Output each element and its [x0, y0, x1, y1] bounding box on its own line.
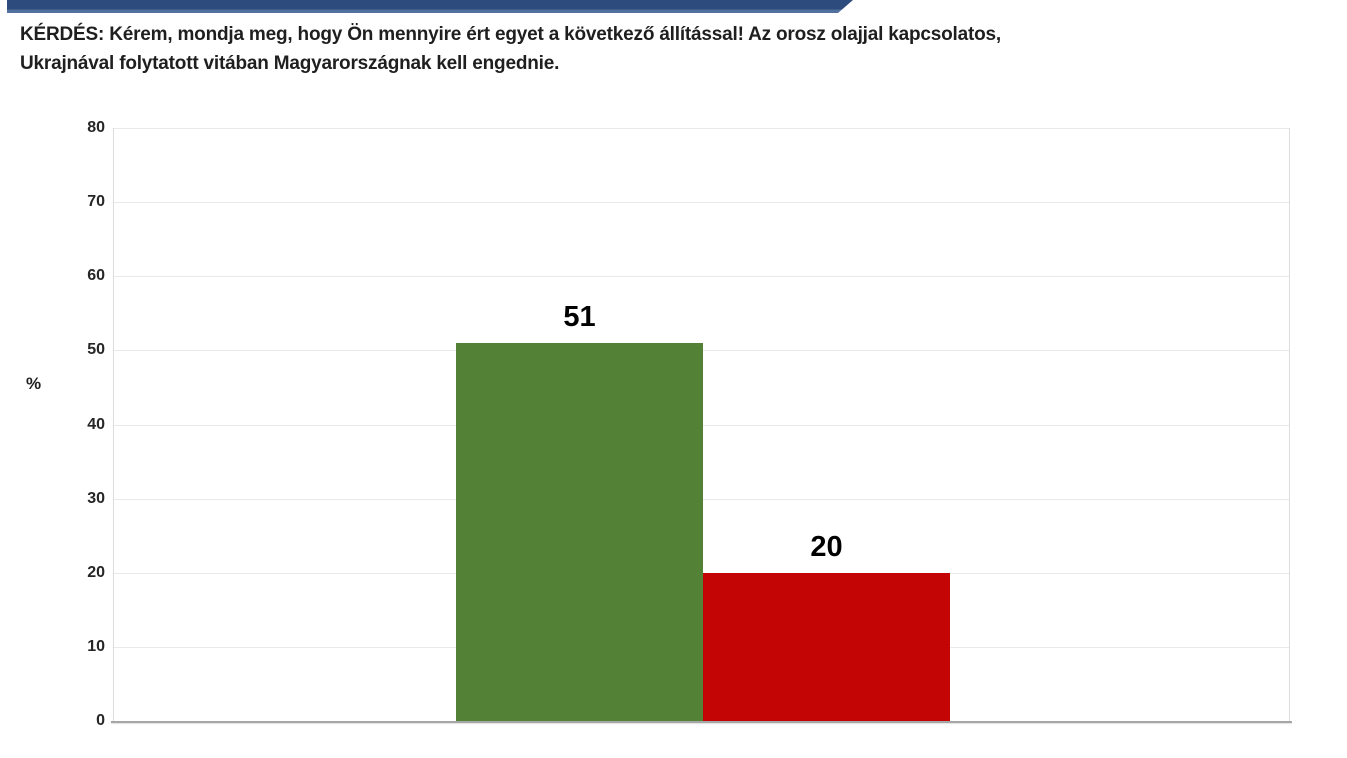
x-axis-baseline	[111, 721, 1292, 723]
y-axis-unit-label: %	[26, 374, 42, 393]
bar-chart-plot-area: 51 20	[111, 128, 1292, 723]
gridline-60	[114, 276, 1289, 278]
bar-1	[456, 343, 703, 721]
question-line-1: KÉRDÉS: Kérem, mondja meg, hogy Ön menny…	[20, 24, 1001, 45]
y-tick-label-40: 40	[87, 415, 105, 433]
bar-value-label-2: 20	[810, 531, 843, 563]
y-tick-label-60: 60	[87, 267, 105, 285]
question-text: KÉRDÉS: Kérem, mondja meg, hogy Ön menny…	[20, 20, 1200, 78]
y-tick-label-50: 50	[87, 341, 105, 359]
question-line-2: Ukrajnával folytatott vitában Magyarorsz…	[20, 53, 560, 74]
bar-2	[703, 573, 950, 721]
y-tick-label-0: 0	[96, 712, 105, 729]
gridline-70	[114, 202, 1289, 204]
y-tick-label-70: 70	[87, 193, 105, 211]
header-accent-bar	[7, 0, 853, 13]
gridline-80	[114, 128, 1289, 129]
bar-value-label-1: 51	[563, 301, 596, 333]
y-tick-label-10: 10	[87, 637, 105, 655]
y-tick-label-80: 80	[87, 119, 105, 136]
y-tick-label-20: 20	[87, 563, 105, 581]
y-tick-label-30: 30	[87, 489, 105, 507]
